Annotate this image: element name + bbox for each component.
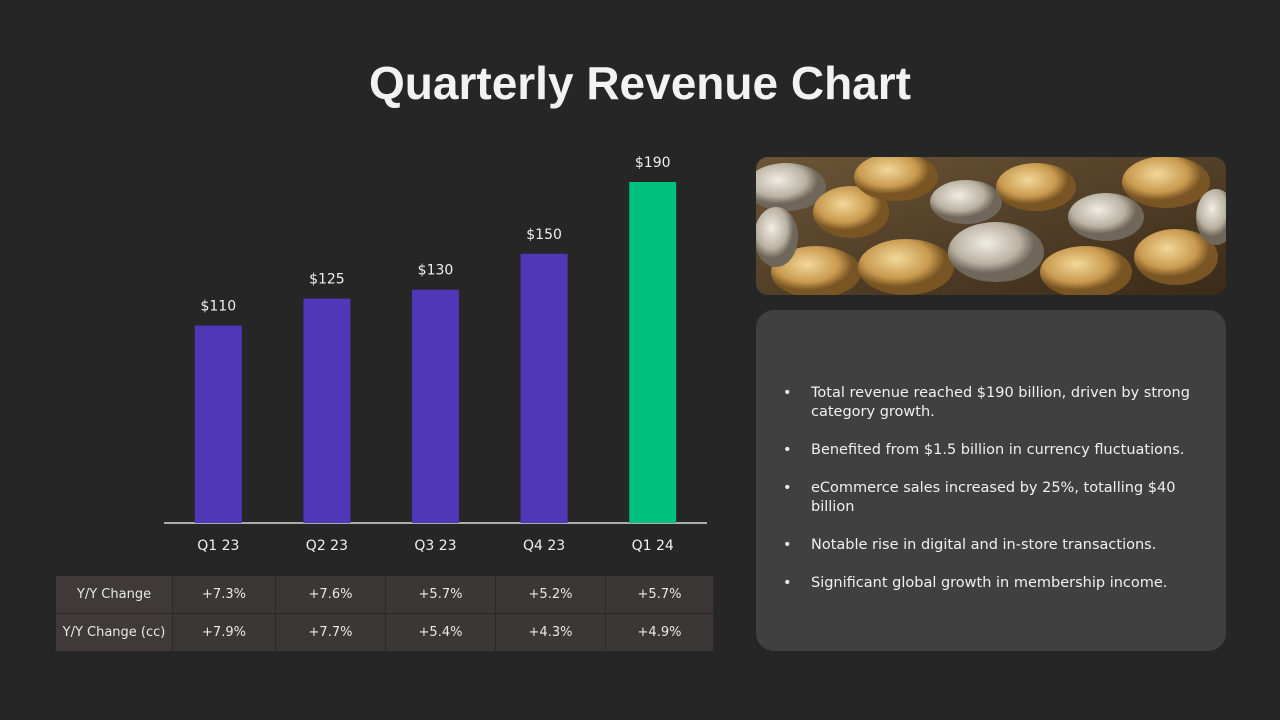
table-row: Y/Y Change (cc) +7.9% +7.7% +5.4% +4.3% +4.9% — [55, 613, 714, 652]
value-label: $190 — [635, 155, 671, 171]
table-cell: +5.4% — [385, 613, 496, 652]
table-cell: +7.7% — [275, 613, 386, 652]
note: Total revenue reached $190 billion, driv… — [783, 384, 1193, 422]
note: Notable rise in digital and in-store tra… — [783, 536, 1193, 555]
bar — [194, 325, 242, 523]
bar — [303, 298, 351, 523]
bar — [412, 289, 459, 523]
value-label: $125 — [309, 272, 345, 288]
table-cell: +5.7% — [605, 575, 714, 614]
note: Benefited from $1.5 billion in currency … — [783, 441, 1193, 460]
coins — [756, 157, 1226, 295]
value-label: $150 — [526, 227, 562, 243]
row-header: Y/Y Change (cc) — [55, 613, 173, 652]
table-row: Y/Y Change +7.3% +7.6% +5.7% +5.2% +5.7% — [55, 575, 714, 614]
notes-panel: Total revenue reached $190 billion, driv… — [756, 310, 1226, 651]
row-header: Y/Y Change — [55, 575, 173, 614]
coins-image — [756, 157, 1226, 295]
x-tick-label: Q4 23 — [523, 538, 565, 554]
table-cell: +7.9% — [172, 613, 276, 652]
value-label: $130 — [418, 263, 454, 279]
note: eCommerce sales increased by 25%, totall… — [783, 479, 1193, 517]
slide-title: Quarterly Revenue Chart — [369, 57, 911, 109]
note: Significant global growth in membership … — [783, 574, 1193, 593]
value-label: $110 — [200, 299, 236, 315]
x-tick-label: Q1 24 — [632, 538, 674, 554]
table-cell: +5.2% — [495, 575, 606, 614]
x-tick-label: Q1 23 — [197, 538, 239, 554]
coins-photo — [756, 157, 1226, 295]
bar — [629, 182, 677, 523]
yy-table: Y/Y Change +7.3% +7.6% +5.7% +5.2% +5.7% Y/Y C… — [55, 575, 714, 652]
x-tick-label: Q3 23 — [414, 538, 456, 554]
notes-list: Total revenue reached $190 billion, driv… — [783, 384, 1193, 612]
table-cell: +4.9% — [605, 613, 714, 652]
x-tick-label: Q2 23 — [306, 538, 348, 554]
chart: $110 Q1 23 $125 Q2 23 $130 Q3 23 $150 Q4 23 $190… — [164, 155, 707, 554]
table-cell: +4.3% — [495, 613, 606, 652]
bar — [520, 253, 568, 523]
table-cell: +7.6% — [275, 575, 386, 614]
table-cell: +7.3% — [172, 575, 276, 614]
table-cell: +5.7% — [385, 575, 496, 614]
